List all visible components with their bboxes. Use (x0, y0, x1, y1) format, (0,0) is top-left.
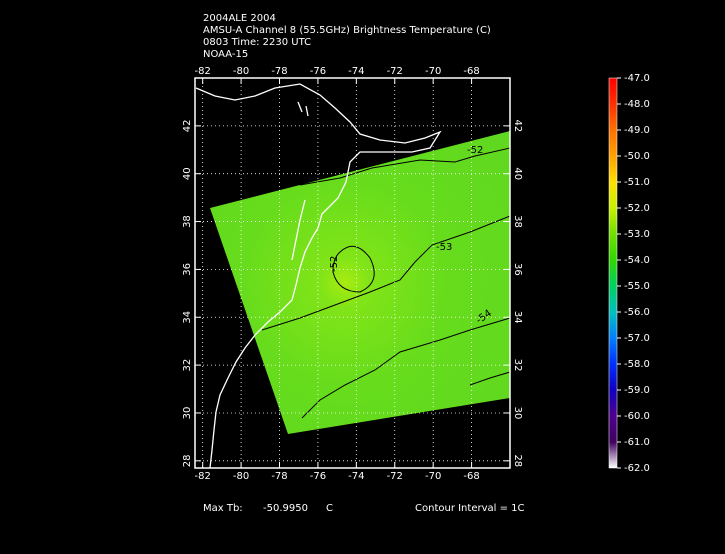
x-tick-label: -76 (310, 471, 326, 482)
y-tick-label: 36 (512, 263, 523, 276)
y-tick-label: 40 (512, 167, 523, 180)
max-label: Max Tb: (203, 503, 243, 514)
colorbar-label: -50.0 (624, 151, 650, 162)
colorbar-label: -47.0 (624, 73, 650, 84)
x-tick-label: -76 (310, 66, 326, 77)
contour-line (332, 245, 375, 293)
y-tick-label: 28 (512, 454, 523, 467)
y-tick-label: 28 (182, 454, 193, 467)
contour-label: -53 (436, 242, 452, 253)
header-line: AMSU-A Channel 8 (55.5GHz) Brightness Te… (203, 25, 491, 36)
y-tick-label: 30 (512, 407, 523, 420)
colorbar-label: -54.0 (624, 255, 650, 266)
map-frame (194, 77, 511, 469)
x-tick-label: -72 (387, 471, 403, 482)
colorbar-label: -59.0 (624, 385, 650, 396)
colorbar-label: -49.0 (624, 125, 650, 136)
contour-line (299, 147, 511, 186)
y-tick-label: 42 (512, 119, 523, 132)
bay (291, 199, 306, 261)
colorbar-label: -56.0 (624, 307, 650, 318)
contour-line (301, 317, 511, 419)
colorbar (608, 77, 618, 469)
y-tick-label: 34 (182, 311, 193, 324)
x-tick-label: -74 (348, 66, 364, 77)
colorbar-label: -53.0 (624, 229, 650, 240)
x-tick-label: -78 (271, 66, 287, 77)
contour-label: -52 (467, 145, 483, 156)
colorbar-label: -62.0 (624, 463, 650, 474)
header-line: NOAA-15 (203, 49, 248, 60)
header-line: 0803 Time: 2230 UTC (203, 37, 311, 48)
y-tick-label: 38 (182, 215, 193, 228)
lake (297, 101, 309, 117)
contours (261, 147, 511, 419)
y-tick-label: 32 (512, 359, 523, 372)
contour-interval: Contour Interval = 1C (415, 503, 525, 514)
y-tick-label: 34 (512, 311, 523, 324)
max-unit: C (326, 503, 333, 514)
x-tick-label: -80 (233, 66, 249, 77)
colorbar-label: -55.0 (624, 281, 650, 292)
x-tick-label: -82 (195, 471, 211, 482)
colorbar-label: -48.0 (624, 99, 650, 110)
y-tick-label: 30 (182, 407, 193, 420)
coast (195, 83, 442, 469)
colorbar-label: -52.0 (624, 203, 650, 214)
y-tick-label: 36 (182, 263, 193, 276)
x-tick-label: -74 (348, 471, 364, 482)
max-value: -50.9950 (263, 503, 308, 514)
x-tick-label: -70 (425, 471, 441, 482)
y-tick-label: 32 (182, 359, 193, 372)
colorbar-label: -58.0 (624, 359, 650, 370)
colorbar-label: -61.0 (624, 437, 650, 448)
colorbar-label: -60.0 (624, 411, 650, 422)
contour-line (469, 371, 511, 386)
y-tick-label: 40 (182, 167, 193, 180)
colorbar-label: -57.0 (624, 333, 650, 344)
swath (210, 131, 510, 434)
contour-line (261, 215, 511, 331)
coastline (195, 83, 442, 469)
x-tick-label: -72 (387, 66, 403, 77)
footer: Max Tb: -50.9950 C Contour Interval = 1C (203, 503, 525, 514)
x-tick-label: -82 (195, 66, 211, 77)
header-line: 2004ALE 2004 (203, 13, 276, 24)
colorbar-label: -51.0 (624, 177, 650, 188)
x-tick-label: -68 (463, 471, 479, 482)
y-tick-label: 42 (182, 119, 193, 132)
y-tick-label: 38 (512, 215, 523, 228)
x-tick-label: -70 (425, 66, 441, 77)
contour-label: -52 (329, 256, 340, 272)
x-tick-label: -78 (271, 471, 287, 482)
x-tick-label: -68 (463, 66, 479, 77)
x-tick-label: -80 (233, 471, 249, 482)
header: 2004ALE 2004 AMSU-A Channel 8 (55.5GHz) … (203, 13, 491, 60)
